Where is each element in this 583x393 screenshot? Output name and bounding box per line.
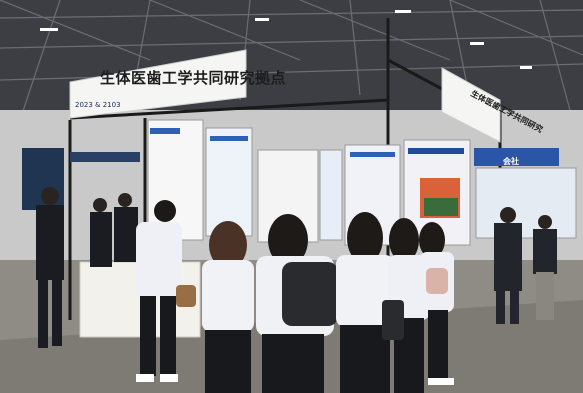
people-right (494, 207, 557, 324)
booth-number-label: 2023 & 2103 (75, 101, 121, 109)
right-booth-sign: 会社 (503, 157, 519, 166)
students-group (136, 200, 454, 393)
right-booth-banner (474, 148, 559, 166)
right-booth-panels (475, 167, 577, 239)
main-sign-board (69, 49, 247, 119)
main-sign-title: 生体医歯工学共同研究拠点 (100, 69, 287, 87)
people-suits-left (36, 187, 138, 348)
ceiling-lights (40, 10, 532, 69)
side-sign-board (441, 67, 501, 143)
left-banner (70, 152, 140, 162)
